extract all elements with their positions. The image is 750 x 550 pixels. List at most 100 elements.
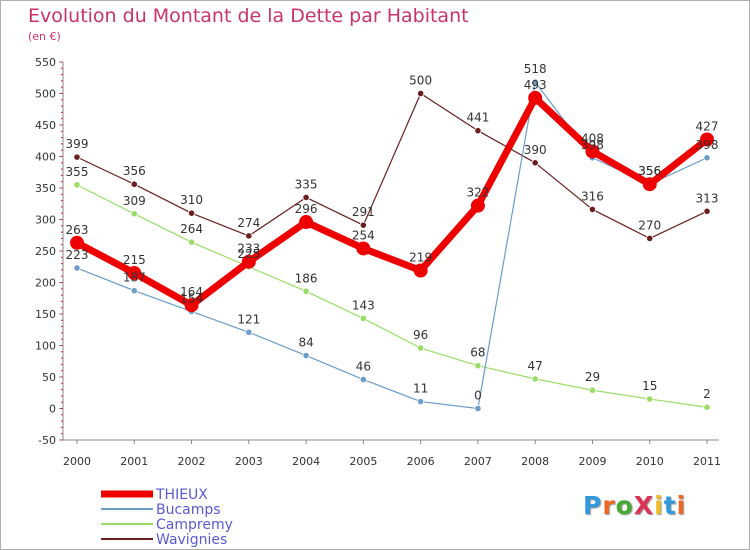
data-point-bucamps <box>417 397 425 406</box>
data-label-bucamps: 154 <box>180 291 203 305</box>
data-point-thieux <box>356 241 371 256</box>
data-point-bucamps <box>359 375 367 384</box>
data-label-thieux: 427 <box>696 119 719 133</box>
data-point-bucamps <box>130 287 138 295</box>
y-tick-label: 200 <box>35 277 56 290</box>
data-label-bucamps: 187 <box>123 271 146 285</box>
data-point-wavignies <box>187 209 196 217</box>
data-label-bucamps: 84 <box>298 336 313 350</box>
data-label-thieux: 233 <box>237 242 260 256</box>
data-label-wavignies: 390 <box>524 143 547 157</box>
x-tick-label: 2007 <box>464 455 492 468</box>
data-point-thieux <box>642 177 657 192</box>
data-point-bucamps <box>531 78 539 86</box>
y-tick-label: 0 <box>49 403 56 416</box>
data-label-campremy: 264 <box>180 222 203 236</box>
data-label-bucamps: 356 <box>638 164 661 178</box>
data-point-bucamps <box>245 328 253 336</box>
data-point-thieux <box>470 198 485 213</box>
proxiti-logo: ProXiti <box>583 491 686 520</box>
data-label-campremy: 225 <box>237 247 260 261</box>
x-tick-label: 2003 <box>235 455 263 468</box>
data-label-bucamps: 398 <box>696 138 719 152</box>
data-label-bucamps: 46 <box>356 360 371 374</box>
data-label-thieux: 263 <box>66 223 89 237</box>
data-label-thieux: 254 <box>352 228 375 242</box>
data-point-wavignies <box>245 232 253 240</box>
data-label-campremy: 47 <box>528 359 543 373</box>
chart-subtitle: (en €) <box>28 30 61 43</box>
data-label-campremy: 68 <box>470 346 485 360</box>
data-point-thieux <box>127 266 142 281</box>
data-label-wavignies: 399 <box>66 137 89 151</box>
y-tick-label: 100 <box>35 340 56 353</box>
data-point-campremy <box>588 386 597 394</box>
data-point-thieux <box>184 298 199 313</box>
x-tick-label: 2001 <box>120 455 148 468</box>
data-point-bucamps <box>73 264 81 272</box>
x-tick-label: 2004 <box>292 455 320 468</box>
data-label-thieux: 296 <box>295 202 318 216</box>
chart-title: Evolution du Montant de la Dette par Hab… <box>28 5 469 27</box>
data-point-thieux <box>700 132 714 147</box>
y-tick-label: 450 <box>35 119 56 132</box>
logo-letter: t <box>663 491 677 520</box>
data-label-campremy: 29 <box>585 370 600 384</box>
data-point-campremy <box>474 362 482 370</box>
data-point-campremy <box>359 314 367 323</box>
data-point-campremy <box>130 210 138 218</box>
series-line-wavignies <box>76 92 708 239</box>
data-label-wavignies: 500 <box>409 74 432 88</box>
data-point-campremy <box>73 181 81 189</box>
data-point-bucamps <box>703 154 711 162</box>
y-tick-label: 500 <box>35 88 56 101</box>
x-tick-label: 2002 <box>178 455 206 468</box>
data-label-bucamps: 0 <box>474 389 482 403</box>
y-tick-label: -50 <box>38 434 56 447</box>
data-label-thieux: 493 <box>524 78 547 92</box>
x-tick-label: 2000 <box>63 455 91 468</box>
logo-letter: r <box>602 491 616 520</box>
x-tick-label: 2005 <box>349 455 377 468</box>
data-label-wavignies: 316 <box>581 189 604 203</box>
data-label-bucamps: 223 <box>66 248 89 262</box>
x-tick-label: 2011 <box>693 455 721 468</box>
data-label-wavignies: 310 <box>180 193 203 207</box>
x-tick-label: 2010 <box>636 455 664 468</box>
y-tick-label: 250 <box>35 245 56 258</box>
legend-label-bucamps: Bucamps <box>156 502 221 518</box>
data-label-campremy: 186 <box>295 271 318 285</box>
logo-letter: P <box>583 491 603 520</box>
data-label-wavignies: 291 <box>352 205 375 219</box>
data-point-thieux <box>241 254 256 269</box>
logo-letter: o <box>615 491 634 520</box>
y-tick-label: 300 <box>35 214 56 227</box>
data-point-bucamps <box>302 351 310 360</box>
data-label-bucamps: 518 <box>524 62 547 76</box>
data-label-campremy: 143 <box>352 298 375 312</box>
data-point-campremy <box>703 403 711 411</box>
y-tick-label: 150 <box>35 308 56 321</box>
data-point-wavignies <box>359 221 367 229</box>
data-label-thieux: 408 <box>581 131 604 145</box>
data-label-wavignies: 270 <box>638 218 661 232</box>
data-point-thieux <box>299 215 314 230</box>
x-tick-label: 2009 <box>578 455 606 468</box>
logo-letter: i <box>676 491 687 520</box>
data-label-wavignies: 356 <box>123 164 146 178</box>
data-point-wavignies <box>417 89 425 98</box>
data-label-campremy: 355 <box>66 165 89 179</box>
series-line-bucamps <box>76 81 708 410</box>
data-point-thieux <box>585 144 600 159</box>
data-point-thieux <box>528 90 543 105</box>
y-tick-label: 550 <box>35 56 56 69</box>
data-label-thieux: 164 <box>180 285 203 299</box>
data-label-thieux: 219 <box>409 251 432 265</box>
data-point-campremy <box>417 344 425 352</box>
x-tick-label: 2008 <box>521 455 549 468</box>
data-label-wavignies: 274 <box>237 216 260 230</box>
data-point-wavignies <box>474 127 482 135</box>
data-point-thieux <box>70 235 84 250</box>
data-point-wavignies <box>531 159 539 167</box>
y-tick-label: 400 <box>35 151 56 164</box>
